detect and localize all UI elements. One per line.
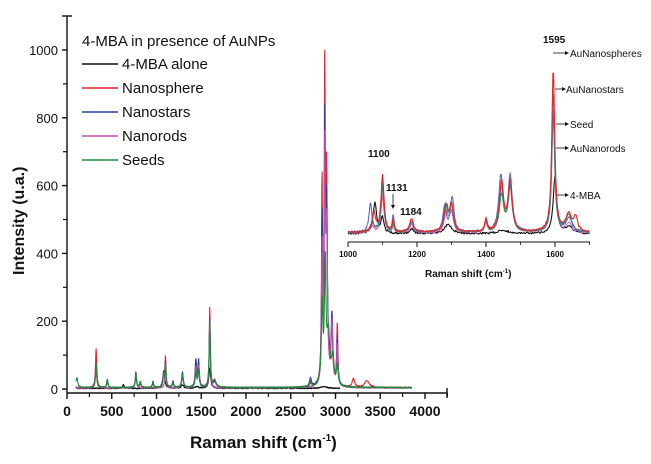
svg-text:1000: 1000: [141, 403, 172, 419]
svg-text:0: 0: [63, 403, 71, 419]
inset-series-aunanospheres: [347, 72, 590, 234]
svg-text:1500: 1500: [186, 403, 217, 419]
peak-label-au-nanospheres: AuNanospheres: [553, 49, 642, 60]
legend-item-4mba-alone: 4-MBA alone: [82, 56, 208, 73]
inset-chart: 1000 1200 1400 1600 Raman shift (cm-1) 1595…: [339, 35, 642, 280]
y-axis-title: Intensity (u.a.): [11, 167, 28, 275]
annotation-1131: 1131: [386, 183, 408, 194]
svg-text:600: 600: [36, 179, 58, 194]
svg-text:3000: 3000: [320, 403, 351, 419]
svg-text:Seeds: Seeds: [122, 152, 165, 169]
svg-text:0: 0: [51, 382, 58, 397]
svg-text:AuNanostars: AuNanostars: [566, 85, 624, 96]
svg-text:2000: 2000: [230, 403, 261, 419]
svg-text:Nanosphere: Nanosphere: [122, 80, 204, 97]
svg-text:AuNanospheres: AuNanospheres: [570, 49, 642, 60]
annotation-1184: 1184: [400, 207, 422, 218]
svg-text:3500: 3500: [365, 403, 396, 419]
svg-text:400: 400: [36, 246, 58, 261]
peak-label-au-nanorods: AuNanorods: [556, 144, 626, 155]
legend-item-nanostars: Nanostars: [82, 104, 190, 121]
svg-text:Nanorods: Nanorods: [122, 128, 187, 145]
inset-series-4-mba: [347, 174, 591, 235]
svg-text:4-MBA: 4-MBA: [570, 191, 601, 202]
x-axis-title: Raman shift (cm-1): [190, 433, 337, 452]
inset-x-axis-title: Raman shift (cm-1): [425, 269, 511, 280]
svg-text:4000: 4000: [409, 403, 440, 419]
svg-text:2500: 2500: [275, 403, 306, 419]
svg-text:1000: 1000: [339, 250, 357, 259]
inset-x-ticks: 1000 1200 1400 1600: [339, 242, 590, 259]
svg-text:Seed: Seed: [570, 120, 593, 131]
svg-text:800: 800: [36, 111, 58, 126]
peak-label-seed: Seed: [556, 120, 593, 131]
svg-text:4-MBA alone: 4-MBA alone: [122, 56, 208, 73]
main-y-axis: [62, 15, 72, 393]
legend-item-seeds: Seeds: [82, 152, 165, 169]
main-x-ticks: 0 500 1000 1500 2000 2500 3000 3500 4000: [63, 393, 448, 419]
legend-title: 4-MBA in presence of AuNPs: [82, 33, 275, 50]
main-x-axis: [67, 388, 448, 398]
svg-text:500: 500: [100, 403, 124, 419]
main-y-ticks: 0 200 400 600 800 1000: [29, 43, 67, 397]
annotation-1100: 1100: [368, 149, 390, 160]
inset-series: [347, 72, 591, 235]
legend-item-nanorods: Nanorods: [82, 128, 187, 145]
svg-text:Nanostars: Nanostars: [122, 104, 190, 121]
legend: 4-MBA in presence of AuNPs 4-MBA alone N…: [82, 33, 275, 169]
legend-item-nanosphere: Nanosphere: [82, 80, 204, 97]
svg-text:200: 200: [36, 314, 58, 329]
peak-label-4mba: 4-MBA: [557, 191, 601, 202]
series-seeds: [75, 250, 413, 389]
annotation-1131-arrowhead: [391, 205, 395, 209]
svg-text:1400: 1400: [477, 250, 495, 259]
annotation-1595: 1595: [543, 35, 566, 46]
svg-text:1000: 1000: [29, 43, 58, 58]
svg-text:AuNanorods: AuNanorods: [570, 144, 626, 155]
svg-text:1200: 1200: [408, 250, 426, 259]
peak-label-au-nanostars: AuNanostars: [555, 85, 624, 96]
svg-text:1600: 1600: [546, 250, 564, 259]
main-plot-series: [75, 49, 413, 390]
